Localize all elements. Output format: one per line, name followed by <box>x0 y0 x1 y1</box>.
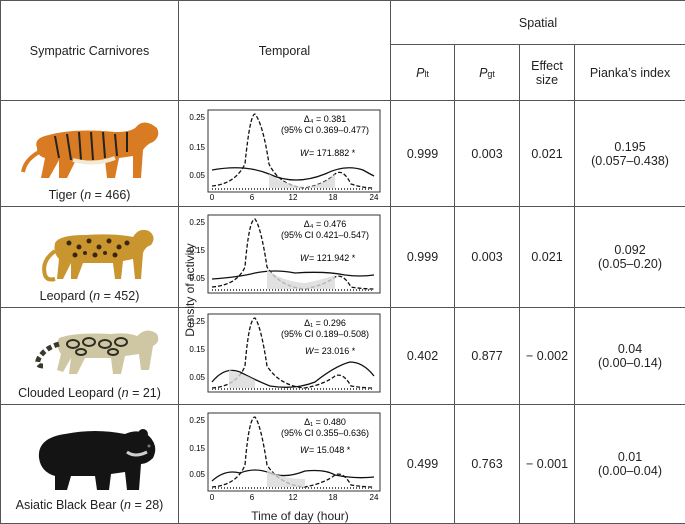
table-row: Tiger (n = 466) 0.25 0.15 0.05 0 6 12 18… <box>1 101 685 207</box>
svg-text:0.15: 0.15 <box>189 345 205 354</box>
svg-text:0.05: 0.05 <box>189 470 205 479</box>
leopard-image <box>15 213 165 287</box>
overlap-ci: (95% CI 0.369–0.477) <box>280 125 368 135</box>
w-value: = 15.048 * <box>309 445 351 455</box>
svg-text:18: 18 <box>328 193 337 202</box>
svg-text:0.25: 0.25 <box>189 113 205 122</box>
table-row: Asiatic Black Bear (n = 28) 0.25 0.15 0.… <box>1 405 685 524</box>
p-lt-value: 0.499 <box>391 405 455 524</box>
p-gt-value: 0.003 <box>455 101 520 207</box>
w-value: = 171.882 * <box>309 148 356 158</box>
effect-size-value: 0.021 <box>520 207 575 308</box>
temporal-cell: 0.25 0.15 0.05 Δ₄ = 0.476 (95% CI 0.421–… <box>179 207 391 308</box>
temporal-cell: 0.25 0.15 0.05 0 6 12 18 24 Δ₁ = 0.480 (… <box>179 405 391 524</box>
species-cell: Asiatic Black Bear (n = 28) <box>1 405 179 524</box>
x-axis-label: Time of day (hour) <box>251 509 349 523</box>
effect-size-value: − 0.002 <box>520 308 575 405</box>
svg-text:6: 6 <box>249 493 254 501</box>
overlap-delta: Δ₁ = 0.480 <box>304 417 346 427</box>
species-cell: Tiger (n = 466) <box>1 101 179 207</box>
svg-text:18: 18 <box>328 493 337 501</box>
species-cell: Clouded Leopard (n = 21) <box>1 308 179 405</box>
black-bear-image <box>15 418 165 496</box>
species-label: Tiger (n = 466) <box>1 188 178 202</box>
overlap-ci: (95% CI 0.421–0.547) <box>280 230 368 240</box>
species-label: Asiatic Black Bear (n = 28) <box>1 498 178 512</box>
pianka-value: 0.092(0.05–0.20) <box>575 207 685 308</box>
overlap-delta: Δ₁ = 0.296 <box>304 318 346 328</box>
pianka-value: 0.04(0.00–0.14) <box>575 308 685 405</box>
tiger-image <box>15 108 165 186</box>
overlap-delta: Δ₄ = 0.381 <box>303 114 345 124</box>
table-row: Leopard (n = 452) 0.25 0.15 0.05 Δ₄ = 0.… <box>1 207 685 308</box>
svg-text:24: 24 <box>369 193 378 202</box>
pianka-value: 0.195(0.057–0.438) <box>575 101 685 207</box>
temporal-cell: 0.25 0.15 0.05 Δ₁ = 0.296 (95% CI 0.189–… <box>179 308 391 405</box>
overlap-ci: (95% CI 0.189–0.508) <box>280 329 368 339</box>
svg-text:12: 12 <box>288 493 297 501</box>
pianka-value: 0.01(0.00–0.04) <box>575 405 685 524</box>
w-value: = 121.942 * <box>309 253 356 263</box>
species-label: Leopard (n = 452) <box>1 289 178 303</box>
table-row: Clouded Leopard (n = 21) 0.25 0.15 0.05 … <box>1 308 685 405</box>
p-gt-value: 0.003 <box>455 207 520 308</box>
species-label: Clouded Leopard (n = 21) <box>1 386 178 400</box>
header-spatial: Spatial <box>391 1 685 45</box>
header-p-gt: Pgt <box>455 45 520 101</box>
activity-plot: 0.25 0.15 0.05 0 6 12 18 24 Δ₄ = 0.381 (… <box>185 104 385 204</box>
y-axis-label: Density of activity <box>183 243 197 336</box>
p-gt-value: 0.763 <box>455 405 520 524</box>
p-lt-value: 0.999 <box>391 207 455 308</box>
species-cell: Leopard (n = 452) <box>1 207 179 308</box>
header-species: Sympatric Carnivores <box>1 1 179 101</box>
p-lt-value: 0.402 <box>391 308 455 405</box>
temporal-cell: 0.25 0.15 0.05 0 6 12 18 24 Δ₄ = 0.381 (… <box>179 101 391 207</box>
header-temporal: Temporal <box>179 1 391 101</box>
activity-plot: 0.25 0.15 0.05 Δ₄ = 0.476 (95% CI 0.421–… <box>185 211 385 303</box>
header-effect-size: Effect size <box>520 45 575 101</box>
header-p-lt: Plt <box>391 45 455 101</box>
svg-text:0: 0 <box>209 493 214 501</box>
svg-text:0.05: 0.05 <box>189 171 205 180</box>
svg-text:0.15: 0.15 <box>189 444 205 453</box>
header-pianka: Pianka’s index <box>575 45 685 101</box>
svg-text:0.25: 0.25 <box>189 416 205 425</box>
svg-text:0.25: 0.25 <box>189 218 205 227</box>
effect-size-value: 0.021 <box>520 101 575 207</box>
svg-text:12: 12 <box>288 193 297 202</box>
effect-size-value: − 0.001 <box>520 405 575 524</box>
svg-text:24: 24 <box>369 493 378 501</box>
overlap-delta: Δ₄ = 0.476 <box>303 219 345 229</box>
activity-plot: 0.25 0.15 0.05 Δ₁ = 0.296 (95% CI 0.189–… <box>185 310 385 402</box>
svg-text:6: 6 <box>249 193 254 202</box>
clouded-leopard-image <box>15 314 165 384</box>
overlap-ci: (95% CI 0.355–0.636) <box>280 428 368 438</box>
p-lt-value: 0.999 <box>391 101 455 207</box>
svg-text:0.05: 0.05 <box>189 373 205 382</box>
svg-text:0: 0 <box>209 193 214 202</box>
w-value: = 23.016 * <box>314 346 356 356</box>
p-gt-value: 0.877 <box>455 308 520 405</box>
svg-text:0.15: 0.15 <box>189 143 205 152</box>
activity-plot: 0.25 0.15 0.05 0 6 12 18 24 Δ₁ = 0.480 (… <box>185 409 385 501</box>
